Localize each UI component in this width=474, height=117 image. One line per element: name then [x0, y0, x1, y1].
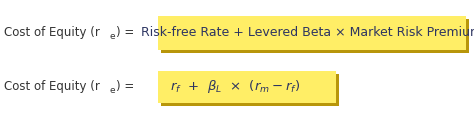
Text: Risk-free Rate + Levered Beta × Market Risk Premium: Risk-free Rate + Levered Beta × Market R… — [141, 26, 474, 39]
Text: Cost of Equity (r: Cost of Equity (r — [4, 26, 100, 39]
Text: ) =: ) = — [116, 80, 134, 93]
FancyBboxPatch shape — [158, 71, 336, 103]
Text: $r_f$  +  $\beta_L$  ×  $(r_m - r_f)$: $r_f$ + $\beta_L$ × $(r_m - r_f)$ — [170, 78, 300, 95]
FancyBboxPatch shape — [158, 16, 466, 50]
Text: Cost of Equity (r: Cost of Equity (r — [4, 80, 100, 93]
FancyBboxPatch shape — [161, 74, 339, 106]
FancyBboxPatch shape — [161, 19, 469, 53]
Text: e: e — [110, 86, 116, 95]
Text: e: e — [110, 32, 116, 41]
Text: ) =: ) = — [116, 26, 134, 39]
